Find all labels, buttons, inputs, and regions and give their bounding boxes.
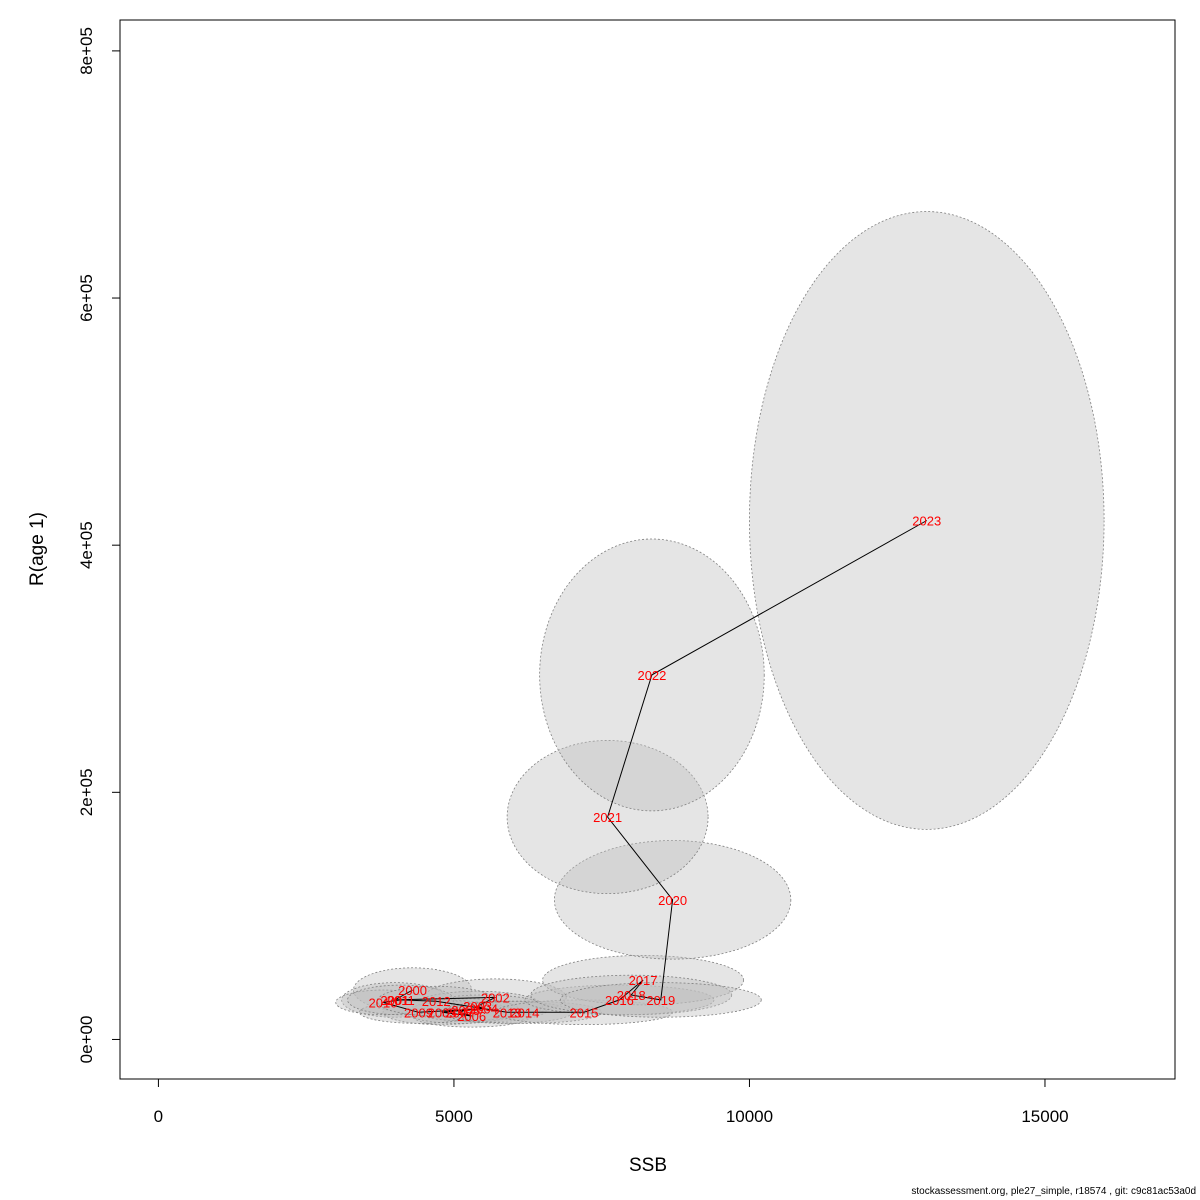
year-label-2018: 2018 xyxy=(617,988,646,1003)
year-label-2022: 2022 xyxy=(637,668,666,683)
year-label-2006: 2006 xyxy=(457,1009,486,1024)
year-label-2008: 2008 xyxy=(451,1003,480,1018)
year-label-2007: 2007 xyxy=(445,1005,474,1020)
x-axis-title: SSB xyxy=(629,1155,667,1176)
year-label-2010: 2010 xyxy=(369,995,398,1010)
year-label-2016: 2016 xyxy=(605,993,634,1008)
trajectory-line-group xyxy=(382,520,928,1017)
x-tick-label: 15000 xyxy=(1021,1107,1068,1126)
y-axis-title: R(age 1) xyxy=(27,512,48,586)
y-tick-label: 8e+05 xyxy=(77,27,96,75)
y-tick-label: 4e+05 xyxy=(77,521,96,569)
x-tick-label: 10000 xyxy=(726,1107,773,1126)
year-label-2014: 2014 xyxy=(510,1005,539,1020)
x-tick-label: 0 xyxy=(154,1107,163,1126)
year-label-2019: 2019 xyxy=(646,993,675,1008)
year-label-2023: 2023 xyxy=(912,513,941,528)
year-label-2003: 2003 xyxy=(463,999,492,1014)
y-tick-label: 2e+05 xyxy=(77,768,96,816)
year-label-2004: 2004 xyxy=(469,1002,498,1017)
year-label-2005: 2005 xyxy=(428,1005,457,1020)
trajectory-line xyxy=(382,520,928,1017)
x-tick-label: 5000 xyxy=(435,1107,473,1126)
year-label-2001: 2001 xyxy=(380,993,409,1008)
y-tick-label: 0e+00 xyxy=(77,1016,96,1064)
y-axis: 0e+00 2e+05 4e+05 6e+05 8e+05 xyxy=(77,27,121,1064)
year-label-2012: 2012 xyxy=(422,994,451,1009)
year-label-2009: 2009 xyxy=(404,1005,433,1020)
y-tick-label: 6e+05 xyxy=(77,274,96,322)
year-label-2020: 2020 xyxy=(658,893,687,908)
year-label-2000: 2000 xyxy=(398,983,427,998)
year-label-2002: 2002 xyxy=(481,990,510,1005)
year-label-2021: 2021 xyxy=(593,810,622,825)
year-label-2015: 2015 xyxy=(570,1005,599,1020)
footer-credit: stockassessment.org, ple27_simple, r1857… xyxy=(911,1186,1196,1197)
year-label-2011: 2011 xyxy=(387,993,415,1008)
year-label-2013: 2013 xyxy=(493,1005,522,1020)
x-axis: 0 5000 10000 15000 xyxy=(154,1078,1069,1126)
year-label-2017: 2017 xyxy=(629,973,658,988)
